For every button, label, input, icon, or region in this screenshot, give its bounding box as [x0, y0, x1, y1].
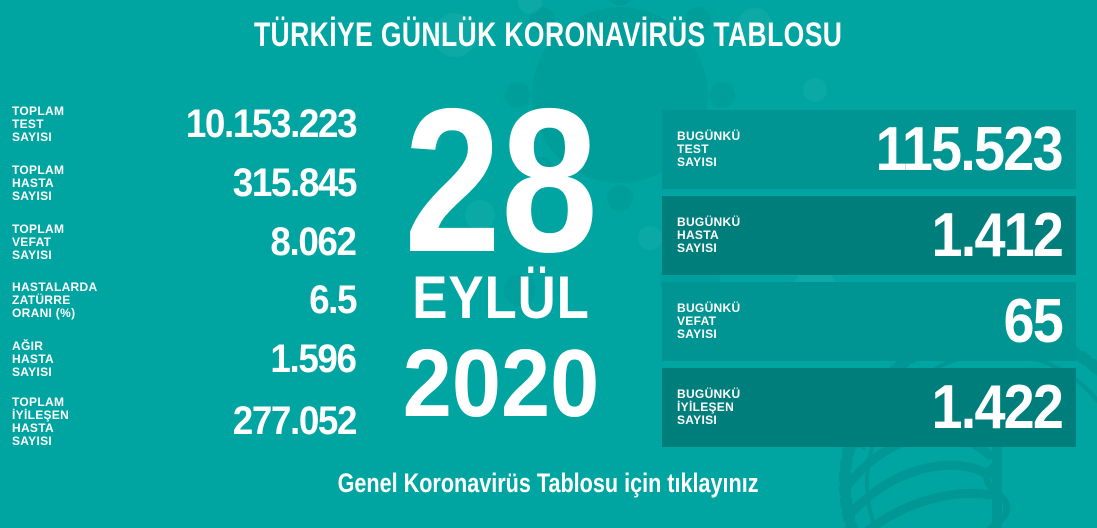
page-title: TÜRKİYE GÜNLÜK KORONAVİRÜS TABLOSU — [254, 16, 843, 54]
total-label: TOPLAM HASTA SAYISI — [12, 162, 65, 203]
daily-value: 1.422 — [931, 373, 1063, 442]
daily-label: BUGÜNKÜ İYİLEŞEN SAYISI — [677, 387, 741, 427]
date-display: 28 EYLÜL 2020 — [368, 0, 634, 528]
total-label: AĞIR HASTA SAYISI — [12, 339, 54, 380]
daily-label: BUGÜNKÜ TEST SAYISI — [677, 129, 741, 169]
total-value: 277.052 — [232, 399, 358, 444]
daily-value: 65 — [1003, 287, 1064, 356]
date-year: 2020 — [402, 330, 600, 437]
total-label: TOPLAM TEST SAYISI — [12, 104, 65, 144]
title-bar: TÜRKİYE GÜNLÜK KORONAVİRÜS TABLOSU — [0, 16, 1097, 55]
total-value: 10.153.223 — [185, 102, 358, 146]
daily-card-recovered: BUGÜNKÜ İYİLEŞEN SAYISI 1.422 — [662, 368, 1076, 447]
daily-value: 115.523 — [875, 115, 1064, 184]
daily-label: BUGÜNKÜ VEFAT SAYISI — [677, 301, 741, 341]
total-value: 315.845 — [232, 160, 358, 205]
total-row-critical: AĞIR HASTA SAYISI 1.596 — [12, 337, 358, 382]
total-label: HASTALARDA ZATÜRRE ORANI (%) — [12, 280, 98, 321]
total-row-recovered: TOPLAM İYİLEŞEN HASTA SAYISI 277.052 — [12, 394, 358, 448]
total-row-tests: TOPLAM TEST SAYISI 10.153.223 — [12, 102, 358, 147]
general-table-link[interactable]: Genel Koronavirüs Tablosu için tıklayını… — [338, 468, 759, 498]
total-value: 1.596 — [270, 337, 358, 382]
total-label: TOPLAM VEFAT SAYISI — [12, 221, 65, 262]
daily-panel: BUGÜNKÜ TEST SAYISI 115.523 BUGÜNKÜ HAST… — [662, 110, 1076, 447]
total-value: 6.5 — [308, 278, 357, 323]
daily-label: BUGÜNKÜ HASTA SAYISI — [677, 215, 741, 255]
total-row-pneumonia-rate: HASTALARDA ZATÜRRE ORANI (%) 6.5 — [12, 278, 357, 323]
total-row-deaths: TOPLAM VEFAT SAYISI 8.062 — [12, 219, 358, 265]
daily-card-tests: BUGÜNKÜ TEST SAYISI 115.523 — [662, 110, 1076, 189]
date-month: EYLÜL — [412, 264, 590, 331]
daily-card-cases: BUGÜNKÜ HASTA SAYISI 1.412 — [662, 196, 1076, 275]
total-row-cases: TOPLAM HASTA SAYISI 315.845 — [12, 160, 358, 206]
daily-value: 1.412 — [931, 201, 1063, 270]
daily-card-deaths: BUGÜNKÜ VEFAT SAYISI 65 — [662, 282, 1076, 361]
total-value: 8.062 — [270, 219, 358, 264]
date-day: 28 — [404, 66, 598, 295]
totals-panel: TOPLAM TEST SAYISI 10.153.223 TOPLAM HAS… — [12, 102, 358, 448]
total-label: TOPLAM İYİLEŞEN HASTA SAYISI — [12, 394, 70, 448]
footer: Genel Koronavirüs Tablosu için tıklayını… — [0, 468, 1097, 499]
